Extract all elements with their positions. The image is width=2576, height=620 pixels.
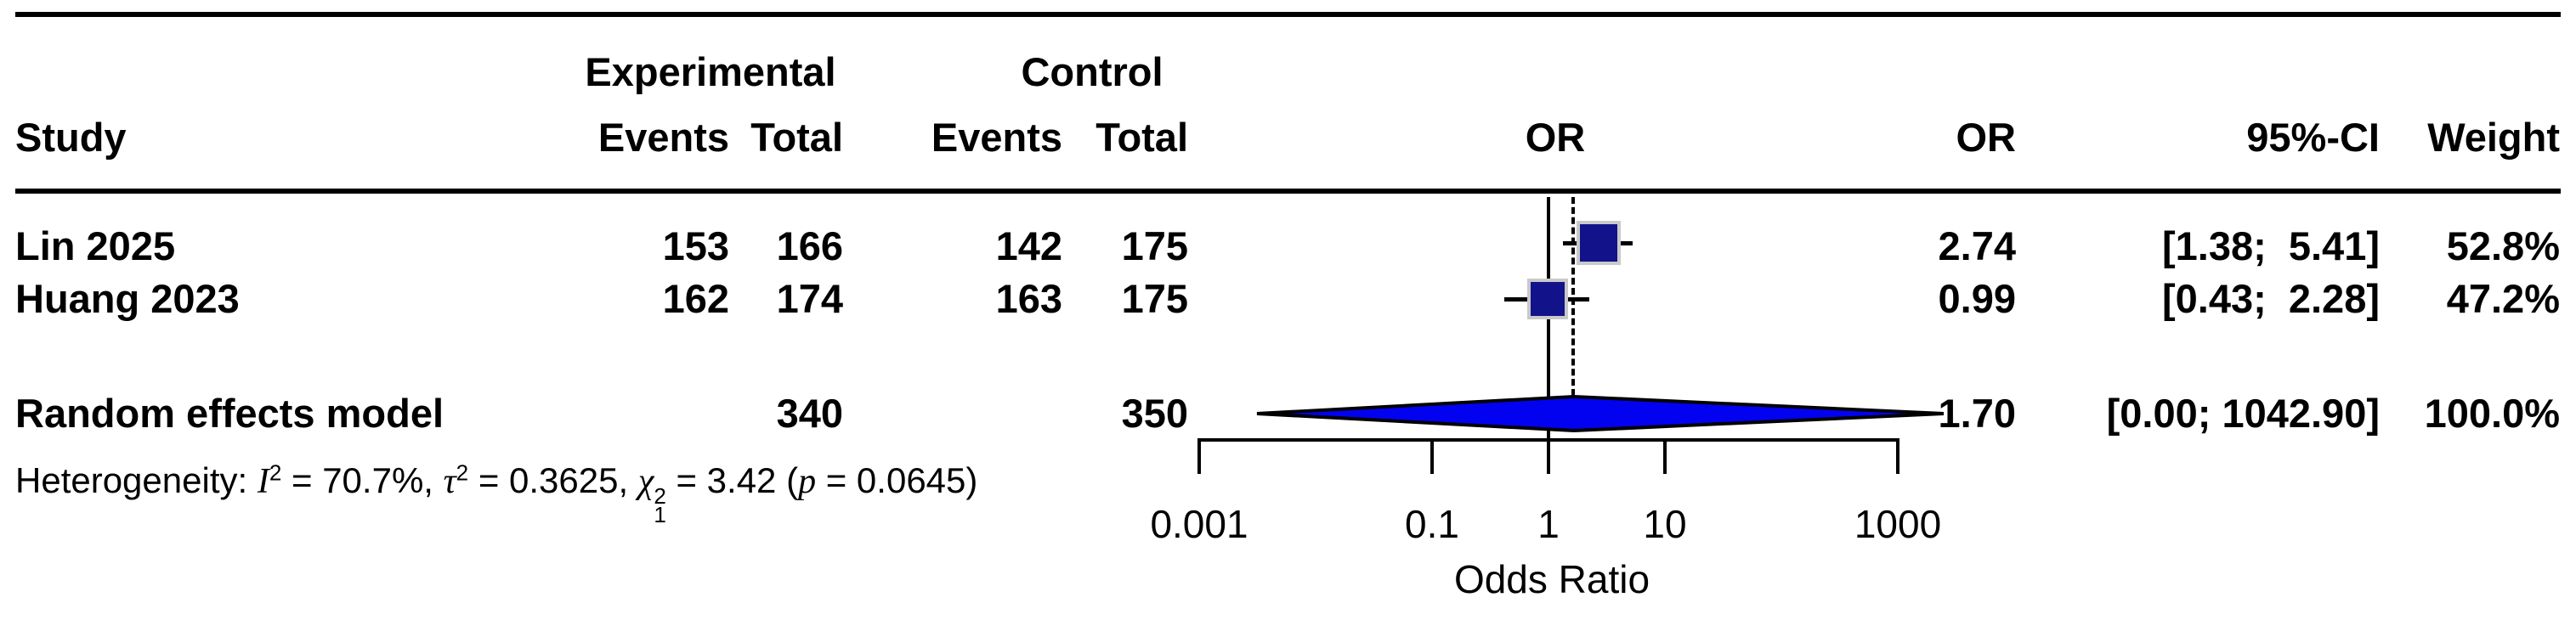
ctrl-total-value: 175: [1121, 223, 1188, 268]
or-value: 0.99: [1938, 276, 2016, 321]
pooled-or-value: 1.70: [1938, 391, 2016, 436]
or-value: 2.74: [1938, 223, 2016, 268]
study-label: Huang 2023: [15, 276, 240, 321]
reference-line-or1: [1547, 197, 1550, 442]
ci-value: [1.38; 5.41]: [2161, 223, 2380, 268]
pooled-diamond: [1256, 394, 1945, 433]
study-label: Lin 2025: [15, 223, 176, 268]
header-study: Study: [15, 115, 127, 160]
pooled-model-label: Random effects model: [15, 391, 444, 436]
header-experimental-group: Experimental: [585, 49, 836, 94]
weight-value: 47.2%: [2446, 276, 2560, 321]
exp-total-value: 174: [776, 276, 843, 321]
pooled-estimate-dashed-line: [1571, 197, 1575, 396]
exp-events-value: 153: [662, 223, 729, 268]
exp-total-value: 166: [776, 223, 843, 268]
x-tick-0001: [1197, 438, 1201, 474]
effect-square-huang: [1527, 279, 1568, 319]
header-ctrl-events: Events: [931, 115, 1062, 160]
ci-value: [0.43; 2.28]: [2161, 276, 2380, 321]
x-tick-01: [1430, 438, 1434, 474]
header-exp-events: Events: [597, 115, 729, 160]
header-weight: Weight: [2427, 115, 2560, 160]
pooled-weight-value: 100.0%: [2424, 391, 2560, 436]
header-control-group: Control: [1021, 49, 1163, 94]
ctrl-events-value: 142: [995, 223, 1062, 268]
header-or: OR: [1956, 115, 2017, 160]
pooled-ci-value: [0.00; 1042.90]: [2106, 391, 2380, 436]
pooled-ctrl-total: 350: [1121, 391, 1188, 436]
top-rule: [15, 12, 2561, 17]
exp-events-value: 162: [662, 276, 729, 321]
header-ci: 95%-CI: [2246, 115, 2380, 160]
heterogeneity-stats: Heterogeneity: I2 = 70.7%, τ2 = 0.3625, …: [15, 459, 978, 528]
x-tick-label: 1000: [1854, 502, 1942, 546]
x-tick-label: 0.001: [1150, 502, 1248, 546]
ctrl-total-value: 175: [1121, 276, 1188, 321]
x-tick-label: 0.1: [1405, 502, 1459, 546]
pooled-exp-total: 340: [776, 391, 843, 436]
header-rule: [15, 189, 2561, 194]
header-or-plot: OR: [1525, 115, 1586, 160]
ctrl-events-value: 163: [995, 276, 1062, 321]
x-tick-1: [1547, 438, 1550, 474]
x-axis-title: Odds Ratio: [1453, 557, 1650, 601]
weight-value: 52.8%: [2446, 223, 2560, 268]
header-ctrl-total: Total: [1096, 115, 1188, 160]
effect-square-lin: [1577, 221, 1621, 265]
x-tick-label: 1: [1537, 502, 1560, 546]
header-exp-total: Total: [750, 115, 843, 160]
x-tick-label: 10: [1643, 502, 1687, 546]
x-tick-1000: [1896, 438, 1899, 474]
x-tick-10: [1663, 438, 1667, 474]
